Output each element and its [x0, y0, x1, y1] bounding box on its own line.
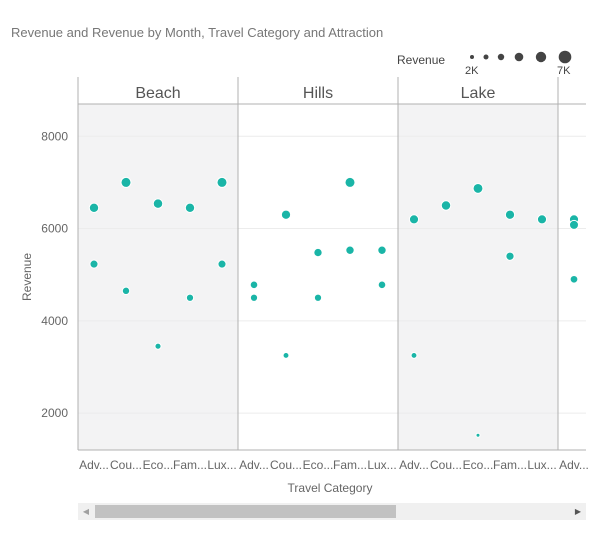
- data-point: [184, 202, 196, 214]
- data-point: [344, 176, 356, 188]
- facet-background: [398, 104, 558, 450]
- x-tick-label: Cou...: [270, 458, 302, 472]
- data-point: [120, 176, 132, 188]
- data-point: [377, 280, 387, 290]
- y-axis-label: Revenue: [20, 253, 34, 301]
- data-point: [89, 259, 99, 269]
- x-tick-label: Eco...: [303, 458, 334, 472]
- scroll-thumb[interactable]: [95, 505, 396, 518]
- horizontal-scrollbar[interactable]: ◀ ▶: [78, 503, 586, 520]
- size-legend-label: Revenue: [397, 53, 446, 67]
- x-tick-label: Fam...: [493, 458, 527, 472]
- data-point: [280, 209, 292, 220]
- facet-header-label: Hills: [303, 85, 333, 102]
- data-point: [185, 293, 195, 302]
- data-point: [377, 245, 387, 255]
- x-tick-label: Adv...: [79, 458, 109, 472]
- size-legend-circle: [514, 52, 524, 62]
- data-point: [536, 214, 548, 225]
- x-tick-label: Adv...: [239, 458, 269, 472]
- data-point: [249, 293, 259, 302]
- x-axis-label: Travel Category: [288, 481, 373, 495]
- size-legend-circle: [558, 50, 572, 64]
- data-point: [216, 176, 228, 188]
- x-tick-label: Fam...: [333, 458, 367, 472]
- scroll-right-arrow-icon[interactable]: ▶: [574, 507, 582, 516]
- size-legend-max-label: 7K: [557, 65, 571, 77]
- data-point: [504, 209, 516, 220]
- x-tick-label: Cou...: [110, 458, 142, 472]
- data-point: [472, 182, 484, 194]
- data-point: [475, 432, 481, 438]
- scroll-left-arrow-icon[interactable]: ◀: [82, 507, 90, 516]
- data-point: [154, 342, 162, 350]
- y-tick-label: 2000: [41, 406, 68, 420]
- x-tick-label: Adv...: [399, 458, 429, 472]
- size-legend-circle: [483, 54, 489, 60]
- x-tick-label: Cou...: [430, 458, 462, 472]
- y-tick-label: 8000: [41, 129, 68, 143]
- data-point: [249, 280, 259, 290]
- data-point: [569, 274, 579, 284]
- data-point: [217, 259, 227, 269]
- x-tick-label: Fam...: [173, 458, 207, 472]
- y-tick-label: 6000: [41, 222, 68, 236]
- facet-background: [78, 104, 238, 450]
- x-tick-label: Adv...: [559, 458, 589, 472]
- facet-header-label: Lake: [461, 85, 496, 102]
- x-tick-label: Lux...: [527, 458, 556, 472]
- data-point: [408, 214, 420, 225]
- data-point: [345, 245, 355, 255]
- data-point: [152, 198, 164, 209]
- chart-title: Revenue and Revenue by Month, Travel Cat…: [11, 25, 384, 40]
- size-legend-circle: [535, 51, 547, 63]
- data-point: [88, 202, 100, 214]
- size-legend-circle: [470, 55, 474, 59]
- x-tick-label: Lux...: [367, 458, 396, 472]
- data-point: [505, 251, 515, 261]
- y-tick-label: 4000: [41, 314, 68, 328]
- facet-header-label: Beach: [135, 85, 180, 102]
- size-legend-min-label: 2K: [465, 65, 479, 77]
- data-point: [569, 219, 579, 230]
- data-point: [121, 286, 131, 296]
- data-point: [282, 351, 290, 359]
- data-point: [440, 200, 452, 211]
- x-tick-label: Eco...: [463, 458, 494, 472]
- x-tick-label: Eco...: [143, 458, 174, 472]
- size-legend-circle: [497, 53, 505, 61]
- data-point: [313, 293, 323, 302]
- x-tick-label: Lux...: [207, 458, 236, 472]
- data-point: [313, 247, 323, 258]
- data-point: [410, 351, 418, 359]
